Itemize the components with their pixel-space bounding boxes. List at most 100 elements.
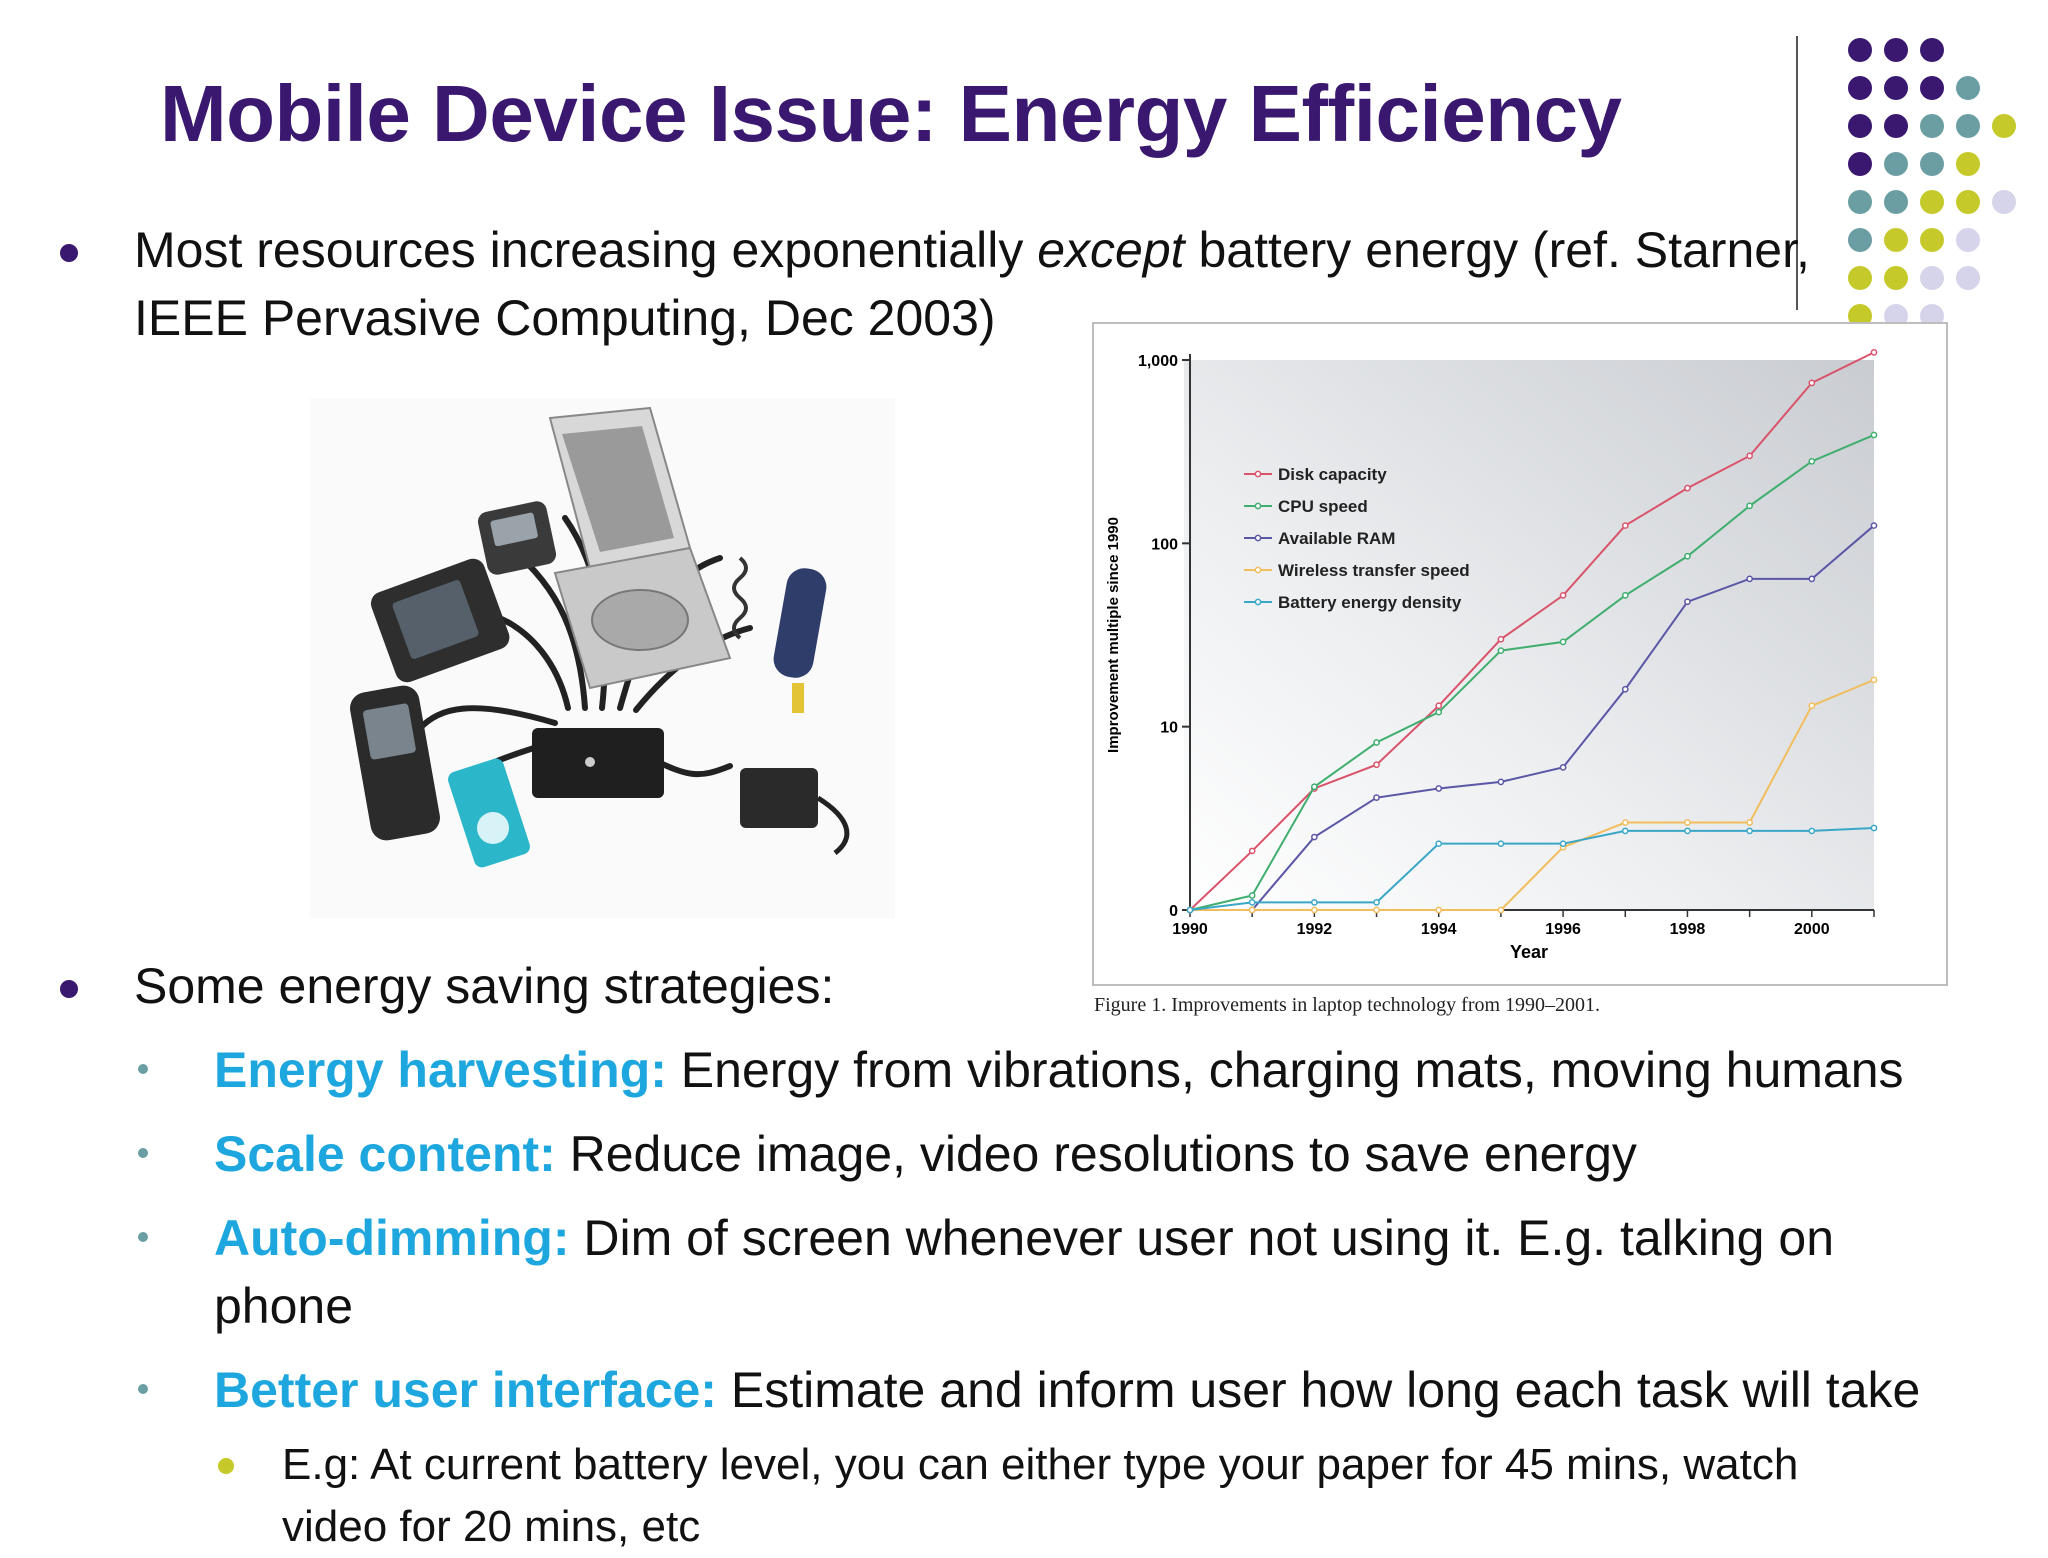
data-point <box>1248 847 1256 855</box>
decorative-dot-icon <box>1848 76 1872 100</box>
mobile-devices-photo <box>310 398 895 918</box>
decorative-dot-icon <box>1848 152 1872 176</box>
data-point <box>1870 522 1878 529</box>
bullet-resources-line2: IEEE Pervasive Computing, Dec 2003) <box>134 290 996 346</box>
data-point <box>1311 833 1318 841</box>
strategy-text: Dim of screen whenever user not using it… <box>569 1210 1834 1266</box>
data-point <box>1373 899 1380 906</box>
bullet-resources: Most resources increasing exponentially … <box>134 216 1810 352</box>
chart-svg: 0 10 100 1,000 1990 1992 1994 1996 1998 2000 Disk… <box>1105 349 1878 962</box>
legend-marker <box>1254 470 1262 478</box>
strategy-keyword: Better user interface: <box>214 1362 717 1418</box>
decorative-dot-icon <box>1920 76 1944 100</box>
decorative-dot-icon <box>1920 152 1944 176</box>
y-tick-label: 1,000 <box>1138 353 1178 370</box>
data-point <box>1746 502 1753 510</box>
data-point <box>1746 827 1753 835</box>
x-tick-label: 1992 <box>1297 921 1333 938</box>
decorative-dot-icon <box>1884 266 1908 290</box>
sub-bullet-icon <box>138 1148 148 1158</box>
data-point <box>1186 906 1194 914</box>
data-point <box>1373 906 1380 914</box>
data-point <box>1621 685 1629 693</box>
series-line-cpu-speed <box>1189 434 1875 911</box>
strategy-energy-harvesting: Energy harvesting: Energy from vibration… <box>214 1036 1904 1104</box>
legend-label: Disk capacity <box>1278 465 1387 484</box>
decorative-dot-icon <box>1992 190 2016 214</box>
decorative-dot-icon <box>1848 38 1872 62</box>
data-point <box>1746 452 1753 460</box>
data-point <box>1497 778 1505 786</box>
decorative-dot-icon <box>1920 114 1944 138</box>
data-point <box>1559 592 1567 599</box>
decorative-dot-icon <box>1956 152 1980 176</box>
data-point <box>1373 794 1380 802</box>
legend-marker <box>1254 566 1262 574</box>
data-point <box>1808 379 1816 387</box>
x-tick-label: 1996 <box>1545 921 1581 938</box>
decorative-dot-icon <box>1920 38 1944 62</box>
data-point <box>1311 899 1318 906</box>
data-point <box>1870 431 1878 439</box>
bullet-strategies: Some energy saving strategies: <box>134 958 835 1014</box>
data-point <box>1808 575 1816 583</box>
bullet-dot-icon <box>60 980 78 998</box>
data-point <box>1497 635 1505 643</box>
decorative-dot-icon <box>1884 152 1908 176</box>
data-point <box>1621 522 1629 529</box>
data-point <box>1684 552 1691 560</box>
decorative-dot-icon <box>1884 114 1908 138</box>
legend-label: Battery energy density <box>1278 593 1462 612</box>
data-point <box>1248 899 1256 906</box>
decorative-dot-icon <box>1992 114 2016 138</box>
legend-label: Wireless transfer speed <box>1278 561 1470 580</box>
strategy-keyword: Energy harvesting: <box>214 1042 667 1098</box>
data-point <box>1435 785 1443 792</box>
data-point <box>1870 824 1878 832</box>
data-point <box>1248 906 1256 914</box>
data-point <box>1808 702 1816 710</box>
legend-marker <box>1254 598 1262 606</box>
sub-bullet-icon <box>138 1232 148 1242</box>
x-tick-label: 2000 <box>1794 921 1830 938</box>
decorative-dot-icon <box>1884 228 1908 252</box>
data-point <box>1435 840 1443 848</box>
example-line2: video for 20 mins, etc <box>282 1502 701 1551</box>
decorative-dot-icon <box>1956 228 1980 252</box>
strategy-keyword: Scale content: <box>214 1126 556 1182</box>
decorative-dot-icon <box>1848 228 1872 252</box>
y-tick-label: 100 <box>1151 536 1178 553</box>
data-point <box>1621 819 1629 826</box>
decorative-dot-icon <box>1848 266 1872 290</box>
series-line-wireless-transfer-speed <box>1190 678 1875 911</box>
data-point <box>1435 708 1443 716</box>
strategy-better-ui: Better user interface: Estimate and info… <box>214 1356 1920 1424</box>
series-line-battery-energy-density <box>1189 827 1875 911</box>
x-tick-label: 1998 <box>1670 921 1706 938</box>
legend-label: Available RAM <box>1278 529 1395 548</box>
data-point <box>1870 349 1878 356</box>
data-point <box>1621 592 1629 599</box>
sub-bullet-icon <box>138 1384 148 1394</box>
sub-sub-bullet-icon <box>218 1458 234 1474</box>
strategy-text: Estimate and inform user how long each t… <box>716 1362 1921 1418</box>
data-point <box>1248 892 1256 899</box>
data-point <box>1497 906 1505 914</box>
slide-title: Mobile Device Issue: Energy Efficiency <box>160 69 1622 158</box>
decorative-dot-icon <box>1848 190 1872 214</box>
strategy-scale-content: Scale content: Reduce image, video resol… <box>214 1120 1637 1188</box>
data-point <box>1497 840 1505 848</box>
data-point <box>1684 827 1691 835</box>
decorative-dot-icon <box>1920 228 1944 252</box>
data-point <box>1808 827 1816 835</box>
legend-marker <box>1254 534 1262 542</box>
data-point <box>1311 906 1318 914</box>
decorative-dot-icon <box>1884 76 1908 100</box>
decorative-dot-icon <box>1884 38 1908 62</box>
decorative-dot-icon <box>1956 266 1980 290</box>
data-point <box>1559 638 1567 646</box>
decorative-dot-icon <box>1956 114 1980 138</box>
strategy-text-continued: phone <box>214 1278 354 1334</box>
y-tick-label: 10 <box>1160 720 1178 737</box>
